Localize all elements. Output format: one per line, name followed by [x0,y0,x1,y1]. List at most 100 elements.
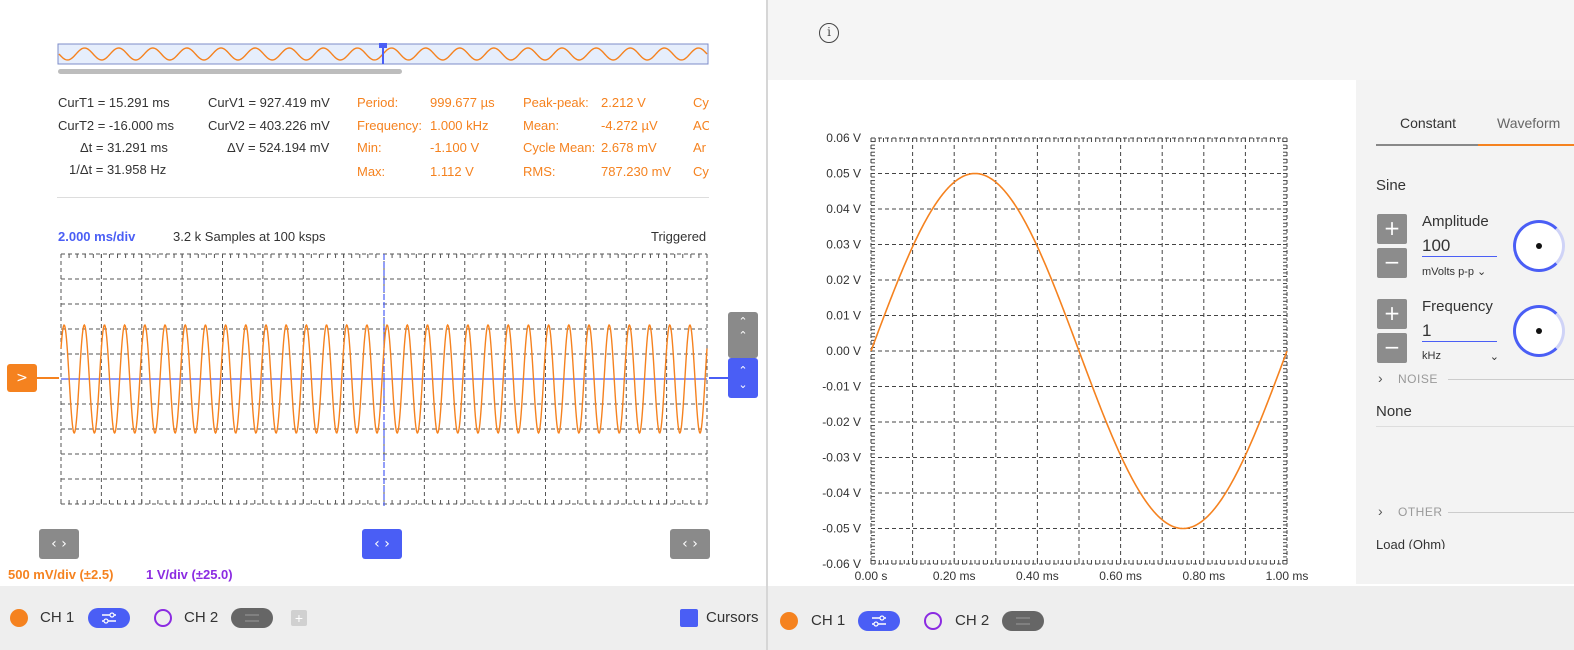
timebase-label[interactable]: 2.000 ms/div [58,229,136,244]
ch1-label[interactable]: CH 1 [811,612,846,629]
amplitude-increment-button[interactable]: + [1377,214,1407,244]
x-tick-label: 0.60 ms [1099,569,1142,583]
ch1-label[interactable]: CH 1 [40,609,75,626]
meas-label: RMS: [523,164,556,179]
cursor-handle-left[interactable]: ‹ › [39,529,79,559]
panel-divider[interactable] [766,0,768,650]
y-tick-label: -0.02 V [822,415,861,429]
y-tick-label: 0.03 V [826,238,861,252]
chevron-down-icon: ⌄ [1477,266,1487,278]
noise-section-header[interactable]: NOISE [1398,372,1438,386]
x-tick-label: 0.40 ms [1016,569,1059,583]
overview-scrollbar[interactable] [58,69,402,74]
overview-strip[interactable] [57,42,709,76]
x-tick-label: 1.00 ms [1266,569,1309,583]
sine-series-line [870,172,1288,530]
y-tick-label: 0.02 V [826,273,861,287]
meas-label: Peak-peak: [523,95,589,110]
amplitude-unit-select[interactable]: mVolts p-p ⌄ [1422,265,1486,278]
ch1-scale[interactable]: 500 mV/div (±2.5) [8,567,114,582]
meas-value: 999.677 µs [430,95,495,110]
siggen-plot-area: 0.06 V 0.05 V 0.04 V 0.03 V 0.02 V 0.01 V 0.00… [768,80,1356,584]
ch2-label[interactable]: CH 2 [955,612,990,629]
ch1-indicator[interactable] [10,609,28,627]
divider [1448,379,1574,380]
frequency-increment-button[interactable]: + [1377,299,1407,329]
ch1-waveform [60,323,708,435]
ch2-settings-toggle[interactable] [1002,611,1044,631]
ch2-label[interactable]: CH 2 [184,609,219,626]
load-label: Load (Ohm) [1376,537,1446,549]
amplitude-input[interactable]: 100 [1422,236,1497,257]
ch1-offset-line [37,377,59,379]
x-tick-label: 0.00 s [855,569,888,583]
meas-value: -4.272 µV [601,118,658,133]
chevron-down-icon: ⌄ [1489,351,1499,363]
cursor-t2: CurT2 = -16.000 ms [58,118,174,133]
ch2-settings-toggle[interactable] [231,608,273,628]
noise-type[interactable]: None [1376,403,1412,420]
y-tick-label: 0.01 V [826,309,861,323]
divider [1376,426,1574,427]
amplitude-label: Amplitude [1422,213,1489,230]
siggen-chart: 0.06 V 0.05 V 0.04 V 0.03 V 0.02 V 0.01 V 0.00… [822,131,1309,583]
y-tick-label: 0.04 V [826,202,861,216]
frequency-input[interactable]: 1 [1422,321,1497,342]
frequency-unit-label: kHz [1422,350,1441,362]
amplitude-decrement-button[interactable]: − [1377,248,1407,278]
load-label-container: Load (Ohm) [1376,535,1574,549]
meas-label: Frequency: [357,118,423,133]
scope-display[interactable] [59,252,709,506]
info-icon[interactable]: i [819,23,839,43]
amplitude-knob[interactable] [1513,220,1565,272]
y-tick-label: -0.06 V [822,557,861,571]
other-section-header[interactable]: OTHER [1398,505,1443,519]
ch1-settings-toggle[interactable] [88,608,130,628]
frequency-knob[interactable] [1513,305,1565,357]
trigger-level-control[interactable]: ⌃ ⌄ [728,358,758,398]
sliders-icon [1016,617,1030,625]
tab-waveform[interactable]: Waveform [1497,115,1561,131]
cursors-checkbox[interactable] [680,609,698,627]
cursor-inv-delta-t: 1/Δt = 31.958 Hz [69,162,167,177]
sliders-icon [102,612,116,624]
channel-bar: CH 1 CH 2 + Cursors [0,586,766,650]
siggen-settings: Constant Waveform Sine + − Amplitude 100… [1356,80,1574,584]
meas-label-clipped: Cy [693,164,709,179]
add-channel-button[interactable]: + [291,610,307,626]
sliders-icon [872,615,886,627]
y-tick-label: 0.00 V [826,344,861,358]
cursor-t1: CurT1 = 15.291 ms [58,95,170,110]
chevron-right-icon[interactable]: › [1378,370,1383,386]
y-tick-label: -0.04 V [822,486,861,500]
chevron-right-icon[interactable]: › [1378,503,1383,519]
siggen-channel-bar: CH 1 CH 2 [768,586,1574,650]
frequency-unit-select[interactable]: kHz ⌄ [1422,350,1499,363]
cursor-handle-center[interactable]: ‹ › [362,529,402,559]
ch2-scale[interactable]: 1 V/div (±25.0) [146,567,233,582]
meas-value: 787.230 mV [601,164,672,179]
siggen-header: i [768,0,1574,80]
divider [57,197,709,198]
amplitude-unit-label: mVolts p-p [1422,266,1474,278]
tab-constant[interactable]: Constant [1400,115,1457,131]
cursor-handle-right[interactable]: ‹ › [670,529,710,559]
cursors-label[interactable]: Cursors [706,609,759,626]
y-tick-label: 0.05 V [826,167,861,181]
waveform-type[interactable]: Sine [1376,177,1407,194]
meas-label-clipped: Ar [693,140,706,155]
ch1-offset-marker[interactable]: > [7,364,37,392]
x-tick-label: 0.20 ms [933,569,976,583]
tab-waveform-underline [1478,144,1574,146]
ch1-indicator[interactable] [780,612,798,630]
ch1-settings-toggle[interactable] [858,611,900,631]
ch2-indicator[interactable] [924,612,942,630]
frequency-decrement-button[interactable]: − [1377,333,1407,363]
ch2-indicator[interactable] [154,609,172,627]
meas-value: -1.100 V [430,140,480,155]
divider [1448,512,1574,513]
y-tick-label: -0.03 V [822,451,861,465]
oscilloscope-panel: CurT1 = 15.291 ms CurT2 = -16.000 ms Δt … [0,0,768,650]
meas-value: 2.212 V [601,95,646,110]
ch2-offset-control[interactable]: ⌃ ⌃ [728,312,758,358]
